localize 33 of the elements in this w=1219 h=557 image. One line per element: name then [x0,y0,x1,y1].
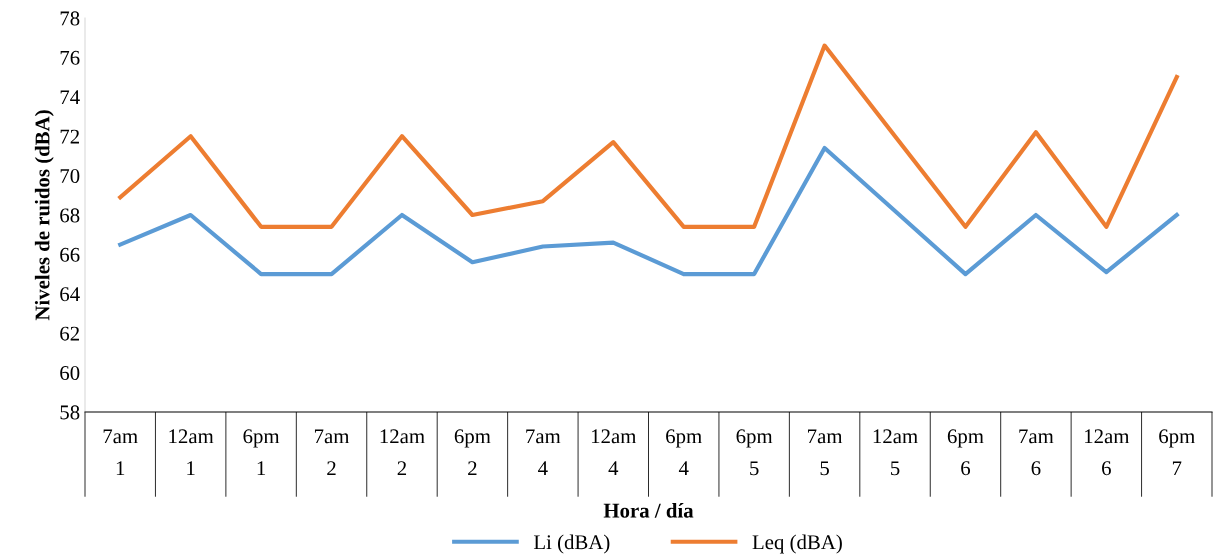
y-tick-label: 78 [60,11,80,26]
x-axis-title: Hora / día [603,503,694,518]
x-tick-label: 7am 2 [314,429,350,476]
x-tick-label: 6pm 7 [1159,429,1195,476]
y-tick-label: 62 [60,326,79,341]
x-tick-label: 7am 1 [103,429,138,476]
x-tick-label: 6pm 2 [454,429,491,476]
y-tick-label: 64 [60,287,80,302]
x-tick-label: 12am 2 [380,429,425,476]
y-tick-label: 72 [60,129,79,144]
x-tick-label: 12am 5 [873,429,918,476]
y-tick-label: 74 [60,90,80,105]
line-series [118,145,1179,277]
line-series [118,43,1179,229]
y-tick-label: 70 [60,168,80,184]
x-tick-label: 12am 1 [169,429,214,476]
x-tick-label: 6pm 5 [736,429,773,476]
x-tick-label: 7am 4 [526,429,561,476]
x-tick-label: 12am 6 [1085,429,1130,476]
x-tick-label: 6pm 4 [666,429,702,476]
x-tick-label: 7am 6 [1019,429,1054,476]
x-tick-label: 7am 5 [808,429,843,476]
y-tick-label: 76 [60,50,80,65]
x-tick-label: 12am 4 [591,429,637,476]
x-tick-label: 6pm 1 [243,429,280,476]
y-tick-label: 58 [60,405,80,420]
y-tick-label: 60 [60,365,80,381]
x-tick-label: 6pm 6 [947,429,984,476]
legend-label: Li (dBA) [533,534,610,554]
y-axis-title: Niveles de ruidos (dBA) [34,110,54,321]
y-tick-label: 68 [60,208,80,223]
y-tick-label: 66 [60,247,80,262]
legend-label: Leq (dBA) [752,534,842,554]
